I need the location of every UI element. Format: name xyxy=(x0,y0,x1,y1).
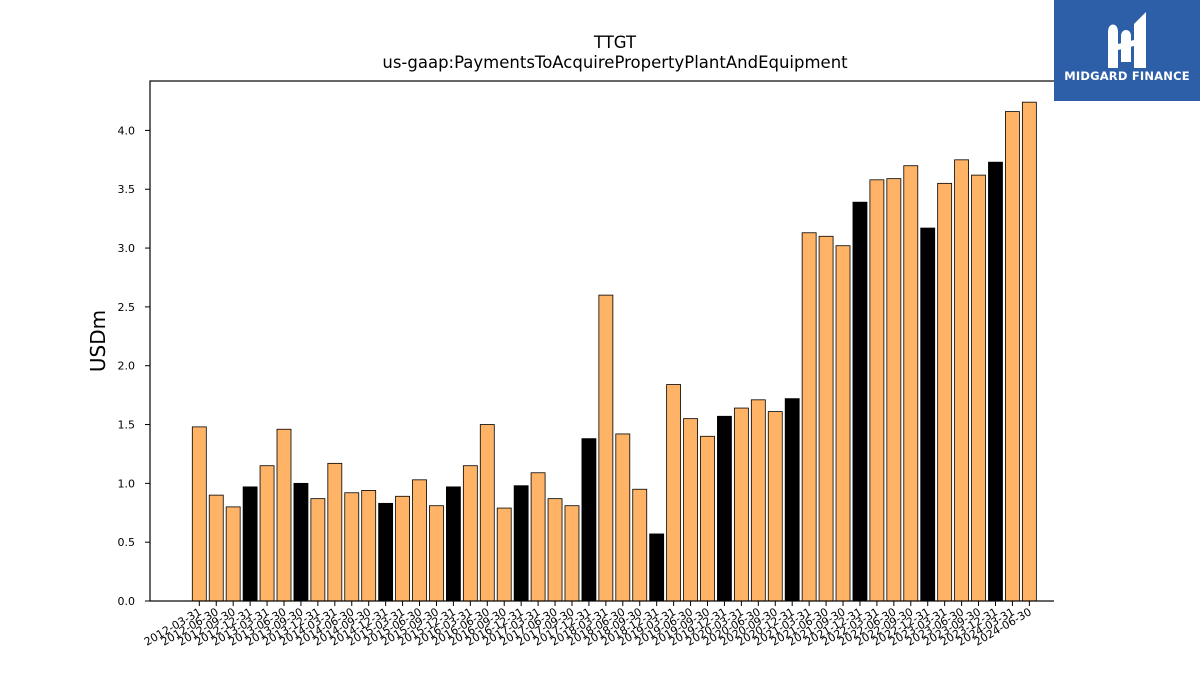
bar-2023-03-31 xyxy=(937,182,953,602)
bar-2012-06-30 xyxy=(208,494,224,602)
bar-2015-03-31 xyxy=(395,495,410,602)
y-axis-label: USDm xyxy=(86,310,110,372)
chart-subtitle: us-gaap:PaymentsToAcquirePropertyPlantAn… xyxy=(382,53,848,72)
bar-2012-12-31 xyxy=(242,486,258,602)
bar-2014-03-31 xyxy=(327,462,343,602)
bar-2021-03-31 xyxy=(801,232,817,602)
bar-2018-09-30 xyxy=(632,488,648,602)
logo-text: MIDGARD FINANCE xyxy=(1064,69,1190,83)
bar-2018-03-31 xyxy=(598,294,614,602)
y-tick-label: 4.0 xyxy=(118,124,136,137)
bar-2016-12-31 xyxy=(513,485,529,602)
bar-chart: TTGT us-gaap:PaymentsToAcquirePropertyPl… xyxy=(86,33,1054,649)
y-axis-ticks: 0.0 0.5 1.0 1.5 2.0 2.5 3.0 3.5 4.0 xyxy=(118,124,150,608)
bar-2017-09-30 xyxy=(564,505,580,602)
bar-2013-09-30 xyxy=(293,482,309,602)
bar-2021-12-31 xyxy=(852,201,868,602)
x-axis-ticks: 2012-03-312012-06-302012-09-302012-12-31… xyxy=(142,601,1034,649)
y-tick-label: 2.0 xyxy=(118,360,136,373)
bar-2013-06-30 xyxy=(276,428,292,602)
bars-group xyxy=(191,101,1037,602)
bar-2015-06-30 xyxy=(412,479,427,602)
bar-2014-06-30 xyxy=(344,492,360,602)
bar-2018-12-31 xyxy=(649,533,665,602)
bar-2022-09-30 xyxy=(903,165,919,602)
y-tick-label: 1.5 xyxy=(118,419,136,432)
bar-2020-12-31 xyxy=(784,398,800,602)
bar-2014-12-31 xyxy=(378,502,394,602)
midgard-finance-logo: MIDGARD FINANCE xyxy=(1054,0,1200,101)
bar-2019-03-31 xyxy=(666,384,682,602)
bar-2017-06-30 xyxy=(547,498,563,602)
bar-2015-09-30 xyxy=(429,505,444,602)
bar-2016-06-30 xyxy=(479,424,495,602)
bar-2024-03-31 xyxy=(1005,111,1020,602)
bar-2013-12-31 xyxy=(310,498,326,602)
y-tick-label: 0.5 xyxy=(118,536,136,549)
bar-2016-09-30 xyxy=(496,507,512,602)
y-tick-label: 3.5 xyxy=(118,183,136,196)
plot-frame xyxy=(149,80,1054,602)
bar-2023-09-30 xyxy=(971,174,986,602)
bar-2016-03-31 xyxy=(462,465,478,602)
bar-2012-03-31 xyxy=(191,426,207,602)
bar-2018-06-30 xyxy=(615,433,631,602)
bar-2017-03-31 xyxy=(530,472,546,602)
bar-2019-06-30 xyxy=(683,418,698,602)
bar-2024-06-30 xyxy=(1021,101,1037,602)
bar-2019-12-31 xyxy=(717,415,732,602)
bar-2021-06-30 xyxy=(818,235,834,602)
bar-2023-06-30 xyxy=(954,159,969,602)
bar-2022-12-31 xyxy=(920,227,936,602)
bar-2020-09-30 xyxy=(767,411,783,602)
bar-2020-03-31 xyxy=(733,407,749,602)
bar-2022-03-31 xyxy=(869,179,885,602)
y-tick-label: 0.0 xyxy=(118,595,136,608)
bar-2022-06-30 xyxy=(886,178,902,602)
bar-2012-09-30 xyxy=(225,506,241,602)
chart-title: TTGT xyxy=(593,33,637,52)
bar-2021-09-30 xyxy=(835,245,851,602)
y-tick-label: 3.0 xyxy=(118,242,136,255)
bar-2017-12-31 xyxy=(581,438,597,602)
bar-2019-09-30 xyxy=(700,435,715,602)
bar-2014-09-30 xyxy=(361,490,377,602)
logo-mark-icon xyxy=(1108,12,1146,68)
bar-2013-03-31 xyxy=(259,465,275,602)
y-tick-label: 1.0 xyxy=(118,477,136,490)
y-tick-label: 2.5 xyxy=(118,301,136,314)
bar-2020-06-30 xyxy=(750,399,766,602)
bar-2015-12-31 xyxy=(445,486,461,602)
bar-2023-12-31 xyxy=(988,161,1003,602)
